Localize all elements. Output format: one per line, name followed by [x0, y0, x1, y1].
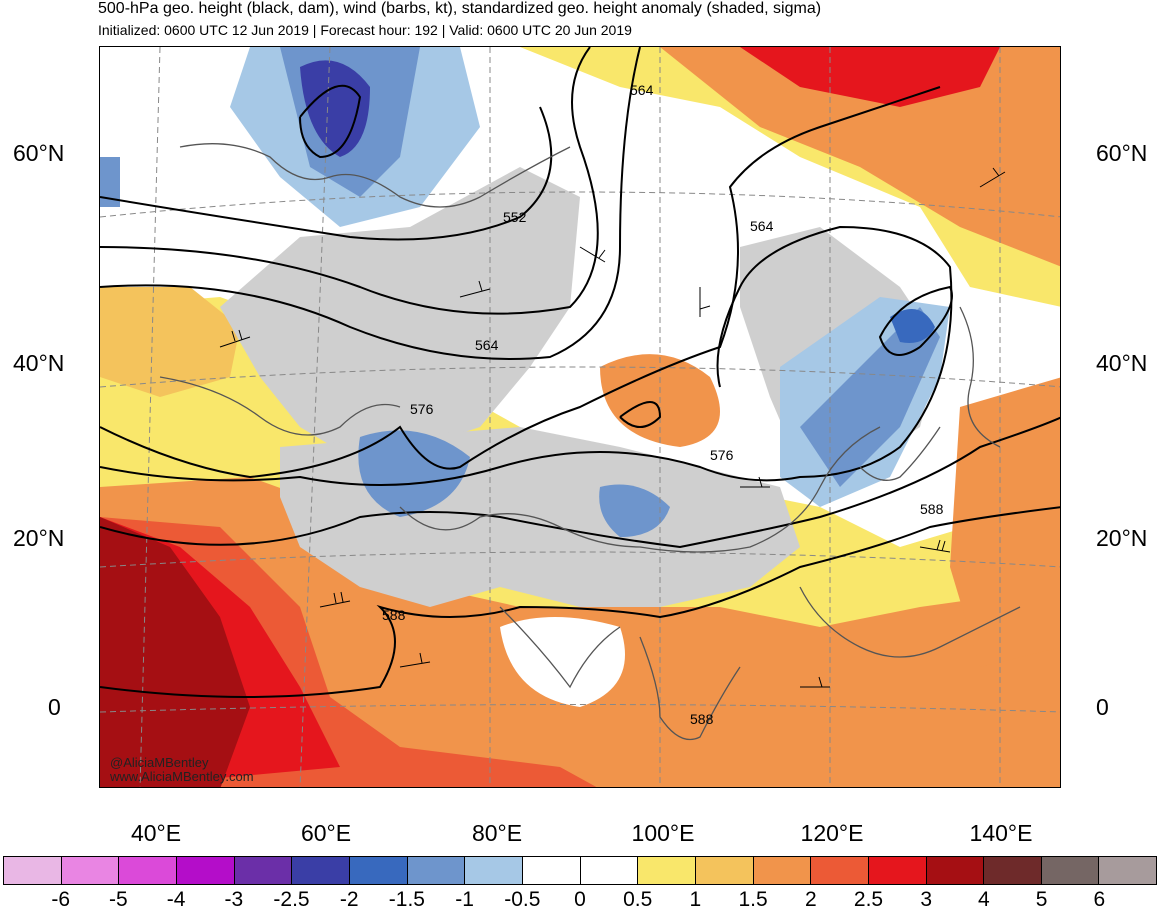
- anomaly-negative-region: [890, 309, 935, 343]
- colorbar-swatch: [61, 857, 120, 884]
- colorbar-tick-label: -2.5: [273, 888, 310, 911]
- colorbar-swatch: [407, 857, 466, 884]
- colorbar-tick-label: 5: [1035, 888, 1048, 911]
- colorbar-tick-label: 0: [574, 888, 586, 911]
- anomaly-positive-region: [660, 47, 1060, 267]
- colorbar-tick-label: 4: [978, 888, 990, 911]
- colorbar-tick-label: -2: [339, 888, 359, 911]
- colorbar-swatch: [465, 857, 523, 884]
- colorbar-swatch: [234, 857, 293, 884]
- colorbar-swatch: [984, 857, 1042, 884]
- colorbar-swatch: [1099, 857, 1157, 884]
- colorbar-swatch: [926, 857, 985, 884]
- map-title: 500-hPa geo. height (black, dam), wind (…: [98, 0, 822, 17]
- colorbar-tick-label: 3: [920, 888, 933, 911]
- colorbar-tick-label: 0.5: [623, 888, 653, 911]
- wind-barbs: [219, 167, 1006, 688]
- colorbar-tick-label: -3: [224, 888, 244, 911]
- lat-label-left: 40°N: [13, 350, 65, 376]
- lon-label: 100°E: [631, 820, 695, 846]
- colorbar-swatch: [119, 857, 177, 884]
- contour-label: 588: [690, 711, 714, 727]
- colorbar-swatch: [638, 857, 696, 884]
- colorbar-tick-label: -1.5: [388, 888, 425, 911]
- anomaly-negative-region: [358, 430, 470, 517]
- lat-label-right: 40°N: [1096, 350, 1148, 376]
- credit-handle: @AliciaMBentley: [110, 755, 209, 770]
- colorbar-swatch: [4, 857, 62, 884]
- map-graphic: 564 552 564 564 576 576 588 588 588: [100, 47, 1060, 787]
- lon-label: 120°E: [800, 820, 864, 846]
- lon-label: 40°E: [130, 820, 182, 846]
- colorbar-swatch: [292, 857, 350, 884]
- lat-label-right: 60°N: [1096, 140, 1148, 166]
- contour-label: 588: [920, 501, 944, 517]
- colorbar-swatch: [580, 857, 639, 884]
- lon-label: 140°E: [969, 820, 1033, 846]
- colorbar: [3, 856, 1157, 885]
- anomaly-negative-region: [800, 307, 940, 487]
- coastlines: [159, 143, 1021, 741]
- map-subtitle: Initialized: 0600 UTC 12 Jun 2019 | Fore…: [98, 22, 632, 38]
- anomaly-positive-region: [100, 517, 250, 787]
- anomaly-negative-region: [100, 157, 120, 207]
- colorbar-tick-label: -5: [109, 888, 128, 911]
- colorbar-tick-label: 2: [804, 888, 817, 911]
- anomaly-negative-region: [300, 60, 370, 158]
- lon-label: 60°E: [300, 820, 352, 846]
- colorbar-tick-label: 1.5: [738, 888, 768, 911]
- lon-label: 80°E: [471, 820, 523, 846]
- colorbar-tick-label: 1: [689, 888, 702, 911]
- anomaly-positive-region: [950, 377, 1060, 667]
- height-contours: [100, 47, 1060, 698]
- colorbar-tick-label: -1: [455, 888, 474, 911]
- anomaly-negative-region: [599, 484, 670, 537]
- colorbar-swatch: [522, 857, 581, 884]
- lat-label-left: 0: [48, 694, 61, 720]
- contour-label: 564: [475, 337, 499, 353]
- colorbar-swatch: [349, 857, 408, 884]
- credit-website: www.AliciaMBentley.com: [110, 769, 254, 784]
- lat-label-left: 60°N: [13, 140, 65, 166]
- colorbar-tick-label: -4: [166, 888, 186, 911]
- contour-label: 552: [503, 209, 527, 225]
- graticule: [100, 47, 1060, 787]
- colorbar-tick-label: -6: [51, 888, 71, 911]
- colorbar-swatch: [176, 857, 235, 884]
- colorbar-swatch: [695, 857, 754, 884]
- anomaly-positive-region: [740, 47, 1000, 107]
- contour-label: 564: [630, 82, 654, 98]
- colorbar-tick-label: -0.5: [504, 888, 541, 911]
- colorbar-swatch: [811, 857, 869, 884]
- anomaly-positive-region: [100, 287, 240, 397]
- lat-label-right: 20°N: [1096, 525, 1148, 551]
- map-panel: 564 552 564 564 576 576 588 588 588: [99, 46, 1061, 788]
- contour-label: 588: [382, 607, 406, 623]
- colorbar-tick-label: 2.5: [853, 888, 884, 911]
- lat-label-right: 0: [1096, 694, 1109, 720]
- colorbar-tick-label: 6: [1093, 888, 1106, 911]
- colorbar-swatch: [753, 857, 812, 884]
- colorbar-swatch: [868, 857, 927, 884]
- contour-label: 576: [410, 401, 434, 417]
- contour-label: 576: [710, 447, 734, 463]
- colorbar-swatch: [1041, 857, 1100, 884]
- contour-label: 564: [750, 218, 774, 234]
- lat-label-left: 20°N: [13, 525, 65, 551]
